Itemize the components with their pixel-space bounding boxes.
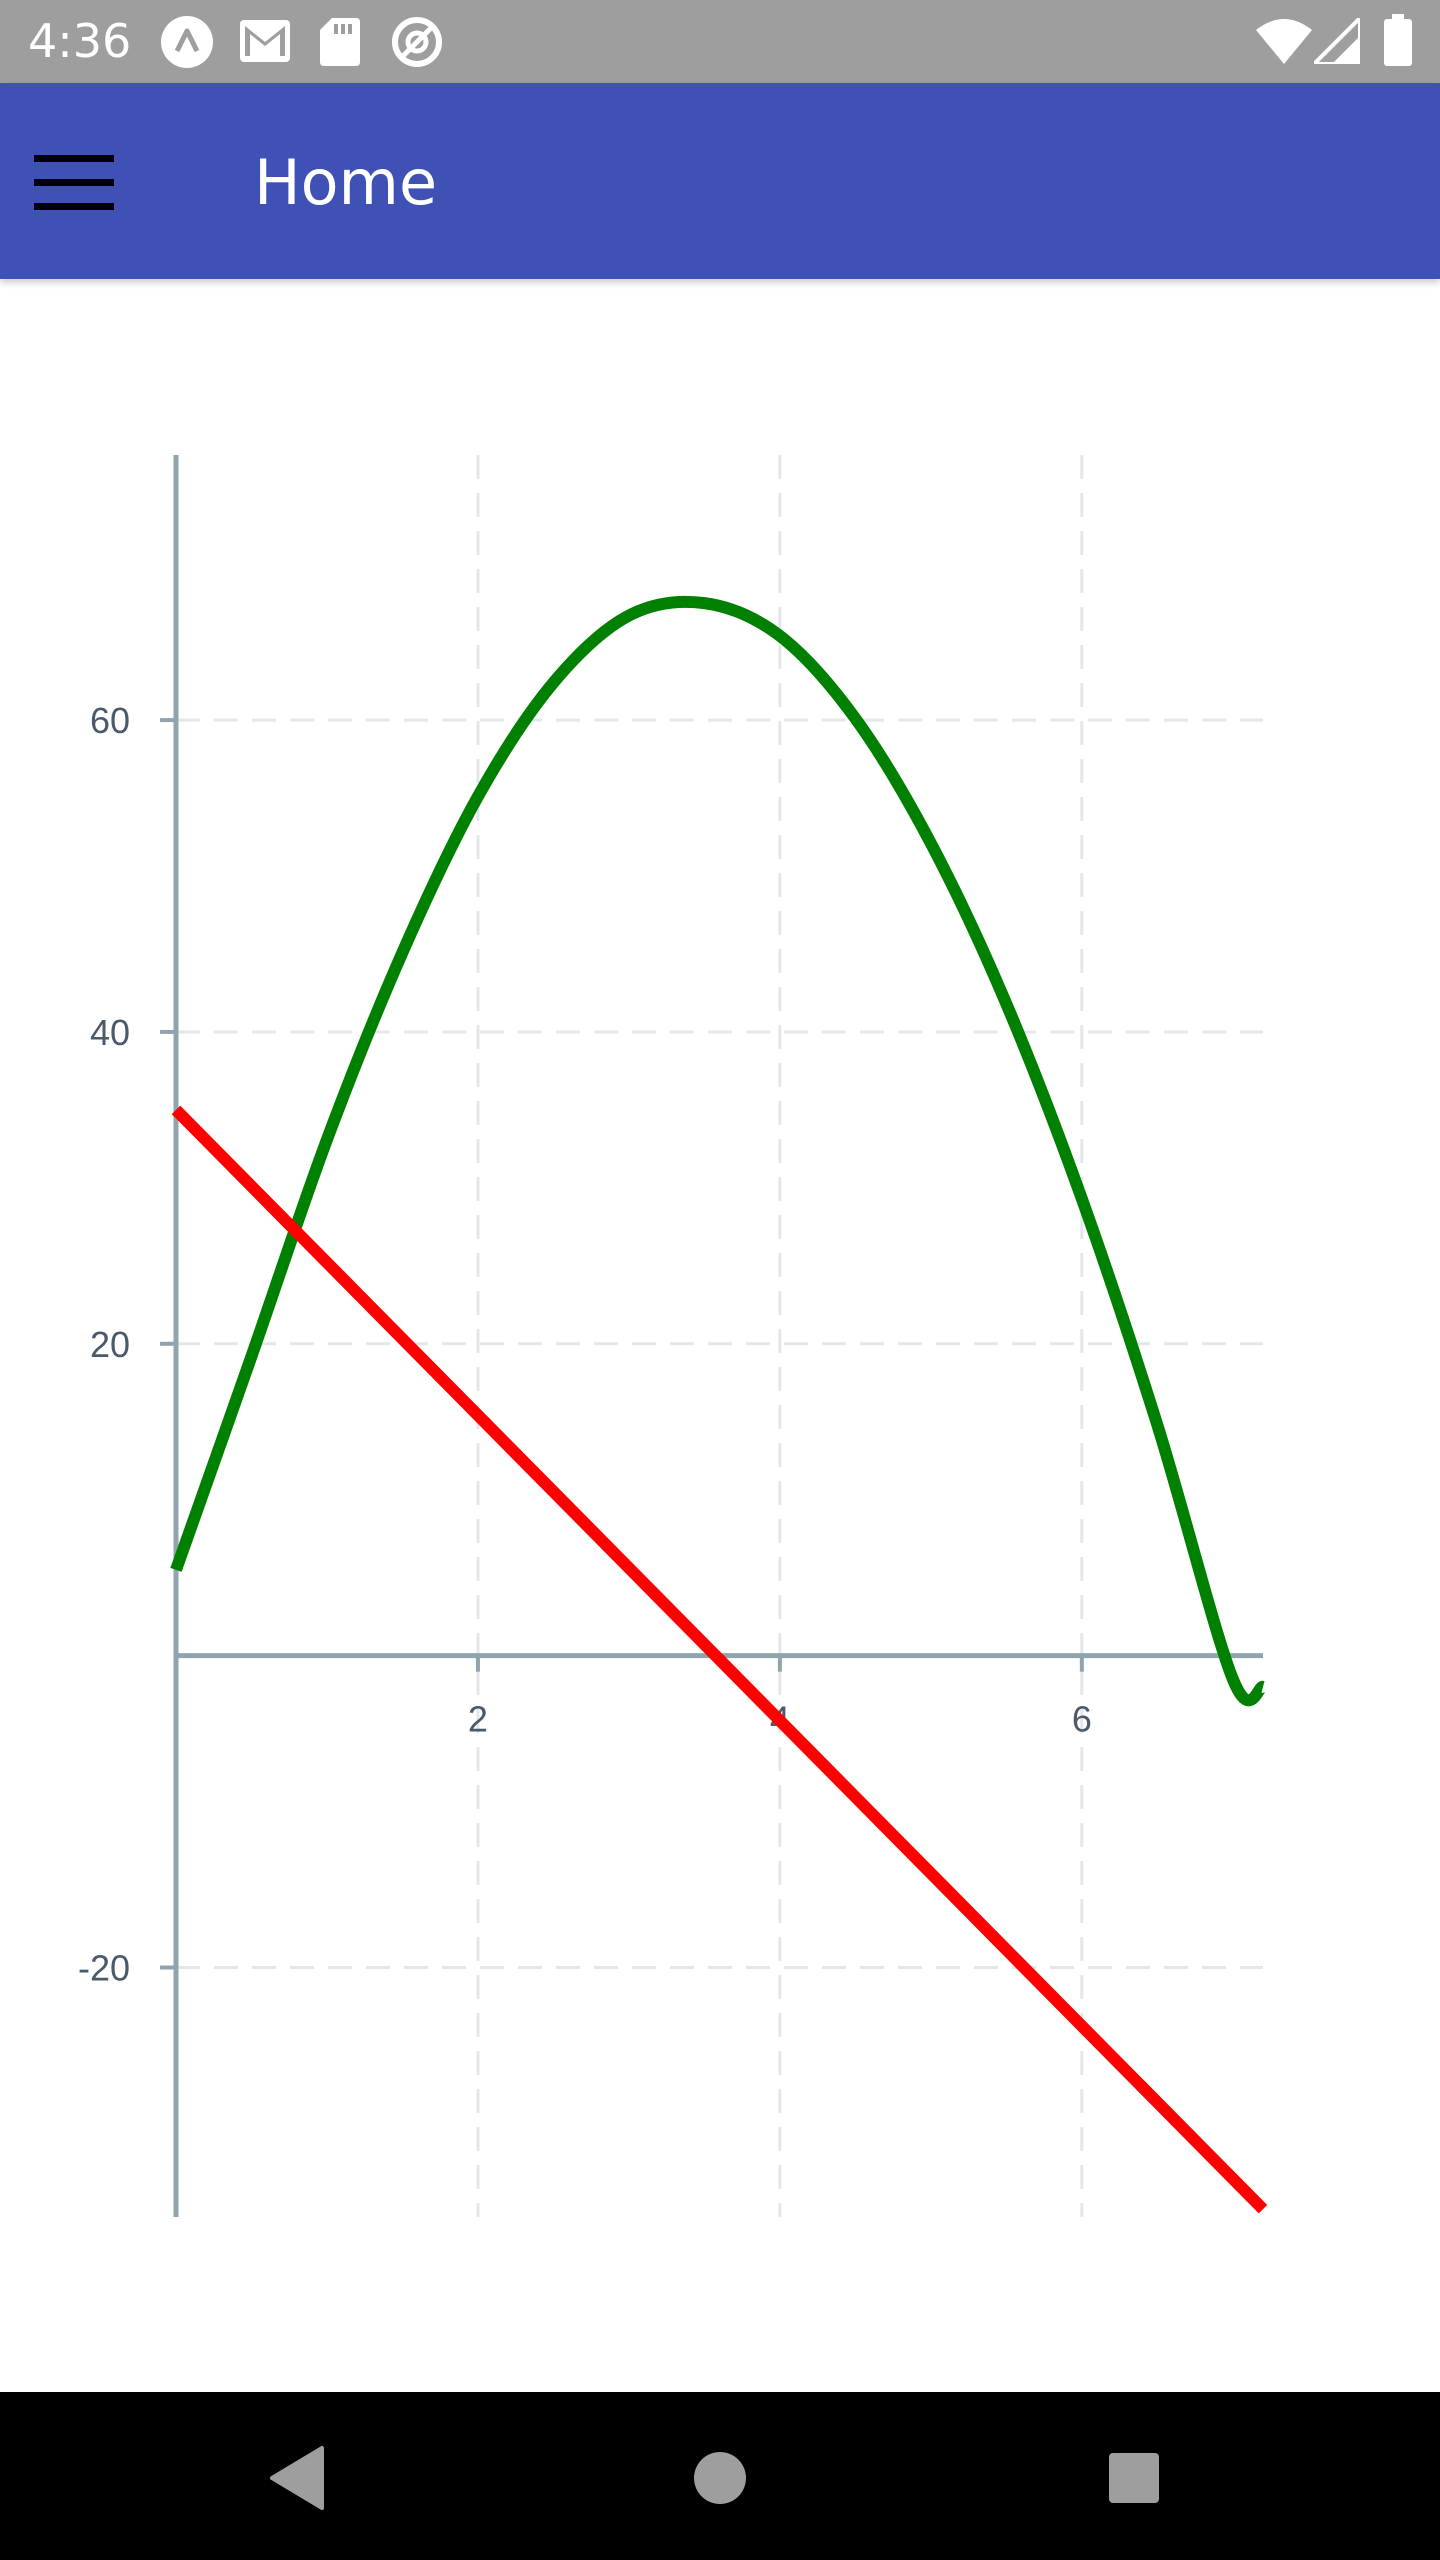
x-tick-label: 6 (1072, 1699, 1092, 1740)
y-tick-label: -20 (78, 1948, 130, 1989)
data-saver-icon (390, 15, 444, 74)
back-button[interactable] (250, 2428, 350, 2528)
y-tick-label: 40 (90, 1012, 130, 1053)
status-time: 4:36 (28, 14, 132, 68)
gmail-icon (240, 20, 290, 67)
home-button[interactable] (670, 2428, 770, 2528)
signal-icon (1309, 13, 1362, 69)
app-bar: Home (0, 83, 1440, 279)
menu-button[interactable] (22, 135, 126, 231)
home-circle-icon (694, 2452, 746, 2504)
page-title: Home (254, 146, 438, 219)
sd-card-icon (320, 18, 360, 71)
chart-area: 2 4 6 -20 20 40 60 (0, 283, 1440, 2392)
series-line-1 (170, 595, 1267, 1707)
wifi-icon (1256, 18, 1312, 69)
notification-a-icon (160, 15, 214, 74)
status-bar: 4:36 (0, 0, 1440, 83)
back-triangle-icon (270, 2446, 324, 2510)
y-tick-label: 20 (90, 1324, 130, 1365)
y-tick-label: 60 (90, 700, 130, 741)
battery-icon (1384, 14, 1412, 71)
series-line-2 (171, 1105, 1268, 2214)
navigation-bar (0, 2392, 1440, 2560)
recents-button[interactable] (1084, 2428, 1184, 2528)
hamburger-menu-icon (34, 155, 114, 210)
recents-square-icon (1109, 2453, 1159, 2503)
x-tick-label: 2 (468, 1699, 488, 1740)
